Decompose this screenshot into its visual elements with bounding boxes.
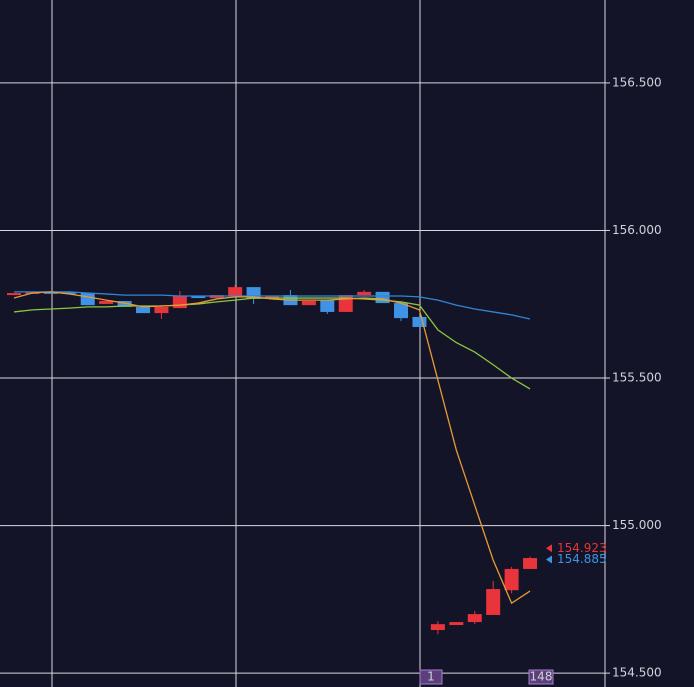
- candle-body: [117, 301, 132, 307]
- candle-body: [80, 293, 95, 306]
- y-tick-label: 156.500: [612, 75, 662, 89]
- candle-body: [62, 291, 77, 294]
- candle-body: [99, 301, 114, 304]
- candle-body: [136, 306, 151, 314]
- ma-line: [14, 291, 531, 320]
- candle-body: [191, 295, 206, 299]
- price-marker: [546, 544, 552, 553]
- ma-line: [13, 291, 531, 605]
- price-label: 154.923: [557, 541, 607, 555]
- y-tick-label: 156.000: [612, 223, 662, 237]
- candle-body: [172, 295, 187, 309]
- y-tick-label: 154.500: [612, 666, 662, 680]
- price-marker: [546, 555, 552, 564]
- candle-body: [523, 558, 538, 569]
- x-marker-label: 148: [530, 670, 553, 684]
- ma-line: [13, 297, 531, 390]
- y-tick-label: 155.000: [612, 518, 662, 532]
- candle-body: [449, 622, 464, 626]
- candle-body: [154, 306, 169, 314]
- candle-body: [486, 589, 501, 615]
- candle-body: [467, 614, 482, 623]
- candle-body: [320, 300, 335, 312]
- candle-body: [504, 568, 519, 591]
- candle-body: [430, 624, 445, 631]
- candle-body: [43, 291, 58, 294]
- candle-body: [412, 316, 427, 327]
- candle-body: [7, 293, 21, 296]
- candle-body: [228, 287, 243, 296]
- candle-body: [246, 287, 261, 299]
- candle-body: [357, 291, 372, 296]
- candle-body: [375, 291, 390, 304]
- price-label: 154.885: [557, 552, 607, 566]
- x-marker-label: 1: [427, 670, 435, 684]
- x-marker-box: [419, 669, 443, 685]
- x-marker-box: [528, 669, 554, 685]
- candle-body: [301, 301, 316, 306]
- candle-body: [394, 303, 409, 319]
- y-tick-label: 155.500: [612, 371, 662, 385]
